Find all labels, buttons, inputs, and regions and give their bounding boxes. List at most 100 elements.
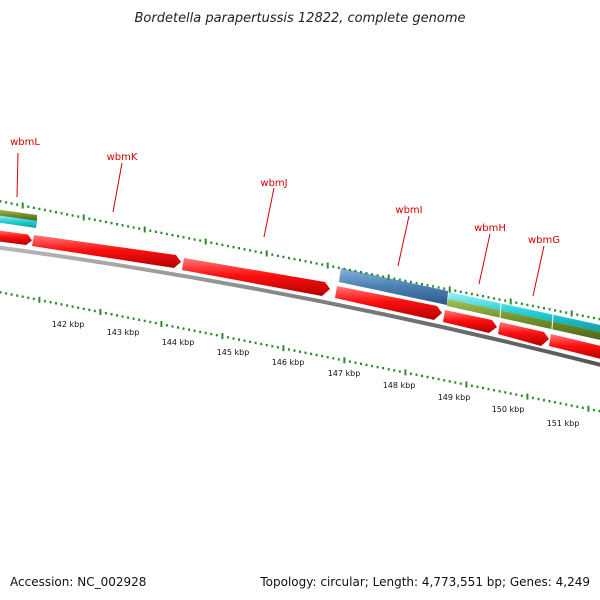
minor-tick (182, 236, 185, 239)
minor-tick (66, 213, 69, 216)
minor-tick (143, 319, 146, 323)
minor-tick (165, 324, 168, 327)
minor-tick (415, 281, 418, 285)
minor-tick (49, 209, 52, 213)
minor-tick (43, 299, 46, 303)
minor-tick (482, 295, 484, 298)
minor-tick (493, 297, 496, 300)
minor-tick (88, 308, 91, 312)
minor-tick (382, 367, 385, 370)
minor-tick (77, 215, 80, 218)
minor-tick (238, 247, 240, 250)
leader-line-wbmH (478, 233, 491, 285)
minor-tick (110, 221, 113, 225)
minor-tick (132, 317, 135, 320)
minor-tick (565, 311, 568, 314)
minor-tick (116, 314, 118, 317)
minor-tick (409, 280, 412, 284)
minor-tick (348, 360, 351, 363)
minor-tick (337, 358, 340, 361)
minor-tick (476, 293, 479, 297)
minor-tick (376, 365, 379, 369)
minor-tick (426, 284, 429, 287)
minor-tick (443, 287, 446, 290)
minor-tick (271, 253, 274, 256)
major-tick (326, 262, 329, 269)
minor-tick (470, 292, 473, 296)
minor-tick (121, 224, 124, 227)
cds-arrow (549, 334, 600, 359)
kbp-label: 144 kbp (162, 338, 195, 347)
minor-tick (487, 296, 490, 299)
minor-tick (177, 235, 179, 238)
map-title: Bordetella parapertussis 12822, complete… (135, 11, 466, 26)
minor-tick (171, 325, 174, 328)
major-tick (387, 274, 390, 281)
minor-tick (409, 372, 412, 375)
minor-tick (570, 404, 573, 407)
minor-tick (104, 220, 107, 224)
minor-tick (299, 259, 301, 262)
minor-tick (32, 206, 35, 209)
minor-tick (454, 381, 457, 384)
minor-tick (482, 386, 484, 390)
minor-tick (448, 380, 451, 383)
minor-tick (99, 219, 102, 223)
minor-tick (249, 340, 252, 343)
cds-arrow (498, 322, 549, 346)
minor-tick (38, 207, 41, 211)
minor-tick (138, 227, 141, 230)
minor-tick (221, 243, 224, 247)
major-tick (465, 381, 468, 388)
minor-tick (493, 389, 496, 392)
cds-arrow (32, 235, 181, 268)
minor-tick (5, 201, 8, 204)
upper-tick-row (0, 200, 600, 321)
minor-tick (459, 382, 462, 385)
minor-tick (371, 364, 374, 368)
minor-tick (321, 354, 324, 358)
gene-label-wbmL: wbmL (10, 137, 40, 148)
minor-tick (543, 307, 545, 310)
minor-tick (354, 361, 357, 364)
minor-tick (271, 345, 274, 348)
leader-line-wbmJ (263, 187, 275, 238)
minor-tick (104, 312, 107, 315)
minor-tick (27, 296, 30, 299)
minor-tick (93, 218, 96, 221)
minor-tick (16, 203, 19, 206)
minor-tick (454, 289, 457, 292)
minor-tick (193, 329, 196, 332)
major-tick (343, 357, 346, 364)
kbp-label: 142 kbp (52, 320, 85, 329)
major-tick (265, 250, 268, 257)
minor-tick (354, 269, 357, 273)
minor-tick (310, 261, 313, 264)
minor-tick (526, 303, 529, 307)
minor-tick (498, 390, 501, 393)
minor-tick (299, 350, 301, 353)
minor-tick (421, 374, 423, 378)
minor-tick (360, 271, 362, 274)
kbp-label: 147 kbp (328, 369, 361, 378)
accession-text: Accession: NC_002928 (10, 575, 146, 589)
cds-arrow (335, 286, 442, 320)
leader-line-wbmK (112, 162, 123, 213)
major-tick (82, 214, 85, 221)
minor-tick (537, 305, 540, 309)
minor-tick (204, 331, 207, 335)
minor-tick (276, 254, 279, 257)
gene-label-wbmG: wbmG (528, 235, 560, 246)
cds-bar-olive (447, 299, 600, 340)
minor-tick (249, 249, 252, 252)
minor-tick (188, 237, 191, 240)
minor-tick (332, 357, 335, 360)
minor-tick (360, 362, 362, 365)
minor-tick (404, 279, 407, 283)
minor-tick (116, 223, 118, 226)
minor-tick (348, 268, 351, 272)
minor-tick (559, 310, 562, 313)
minor-tick (254, 341, 257, 345)
major-tick (404, 369, 407, 376)
minor-tick (287, 256, 290, 260)
